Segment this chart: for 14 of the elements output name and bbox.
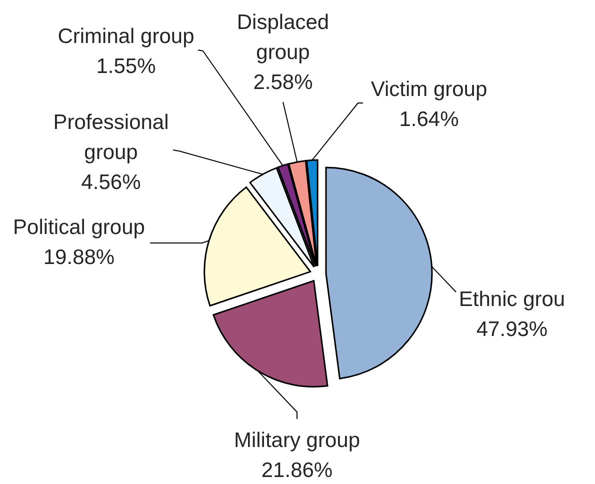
data-label: 1.55% — [96, 55, 156, 78]
data-label: 4.56% — [81, 171, 141, 194]
data-label: 47.93% — [476, 318, 548, 341]
data-label: 2.58% — [253, 71, 313, 94]
data-label: 1.64% — [399, 108, 459, 131]
slice-label: Professional group — [53, 111, 169, 164]
slice-label: Political group — [13, 216, 145, 239]
slice-label: Displaced group — [236, 11, 330, 64]
data-label: 19.88% — [43, 246, 115, 269]
slice-label: Victim group — [370, 78, 488, 101]
data-label: 21.86% — [261, 459, 333, 482]
slice-label: Ethnic grou — [458, 288, 566, 311]
slice-label: Military group — [234, 429, 360, 452]
slice-label: Criminal group — [58, 25, 194, 48]
